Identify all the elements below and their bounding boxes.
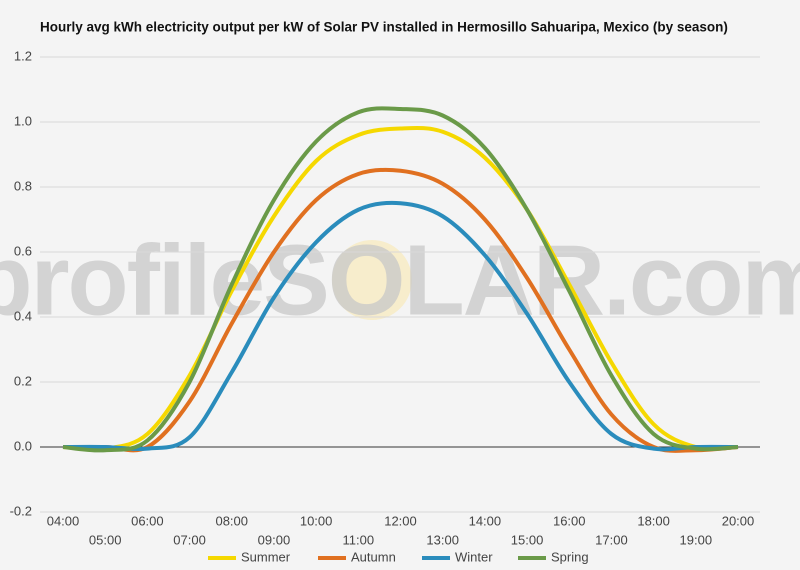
x-tick-label: 04:00	[47, 513, 80, 528]
x-tick-label: 12:00	[384, 513, 417, 528]
x-tick-label: 09:00	[258, 532, 291, 547]
legend-label: Summer	[241, 549, 291, 564]
series-line	[62, 106, 739, 453]
x-tick-label: 13:00	[426, 532, 459, 547]
x-tick-label: 10:00	[300, 513, 333, 528]
x-tick-label: 15:00	[511, 532, 544, 547]
chart-title: Hourly avg kWh electricity output per kW…	[40, 20, 728, 35]
y-tick-label: 0.4	[14, 308, 32, 323]
x-tick-label: 05:00	[89, 532, 122, 547]
watermark-sun	[332, 240, 412, 320]
y-tick-label: 1.0	[14, 113, 32, 128]
x-tick-label: 08:00	[215, 513, 248, 528]
x-tick-label: 14:00	[469, 513, 502, 528]
y-tick-label: 1.2	[14, 48, 32, 63]
watermark: profileSOLAR.com	[0, 224, 800, 336]
legend-label: Winter	[455, 549, 493, 564]
legend-label: Autumn	[351, 549, 396, 564]
x-tick-label: 18:00	[637, 513, 670, 528]
legend-label: Spring	[551, 549, 589, 564]
x-tick-label: 16:00	[553, 513, 586, 528]
x-tick-label: 20:00	[722, 513, 755, 528]
series-line	[62, 126, 739, 452]
x-tick-label: 11:00	[343, 532, 375, 547]
series-line	[63, 167, 739, 453]
y-tick-label: 0.2	[14, 373, 32, 388]
y-tick-label: 0.8	[14, 178, 32, 193]
x-tick-label: 06:00	[131, 513, 164, 528]
x-tick-label: 07:00	[173, 532, 206, 547]
x-tick-label: 17:00	[595, 532, 628, 547]
y-tick-label: 0.0	[14, 438, 32, 453]
y-tick-label: 0.6	[14, 243, 32, 258]
x-tick-label: 19:00	[680, 532, 713, 547]
series-line	[62, 200, 739, 452]
y-tick-label: -0.2	[10, 503, 32, 518]
